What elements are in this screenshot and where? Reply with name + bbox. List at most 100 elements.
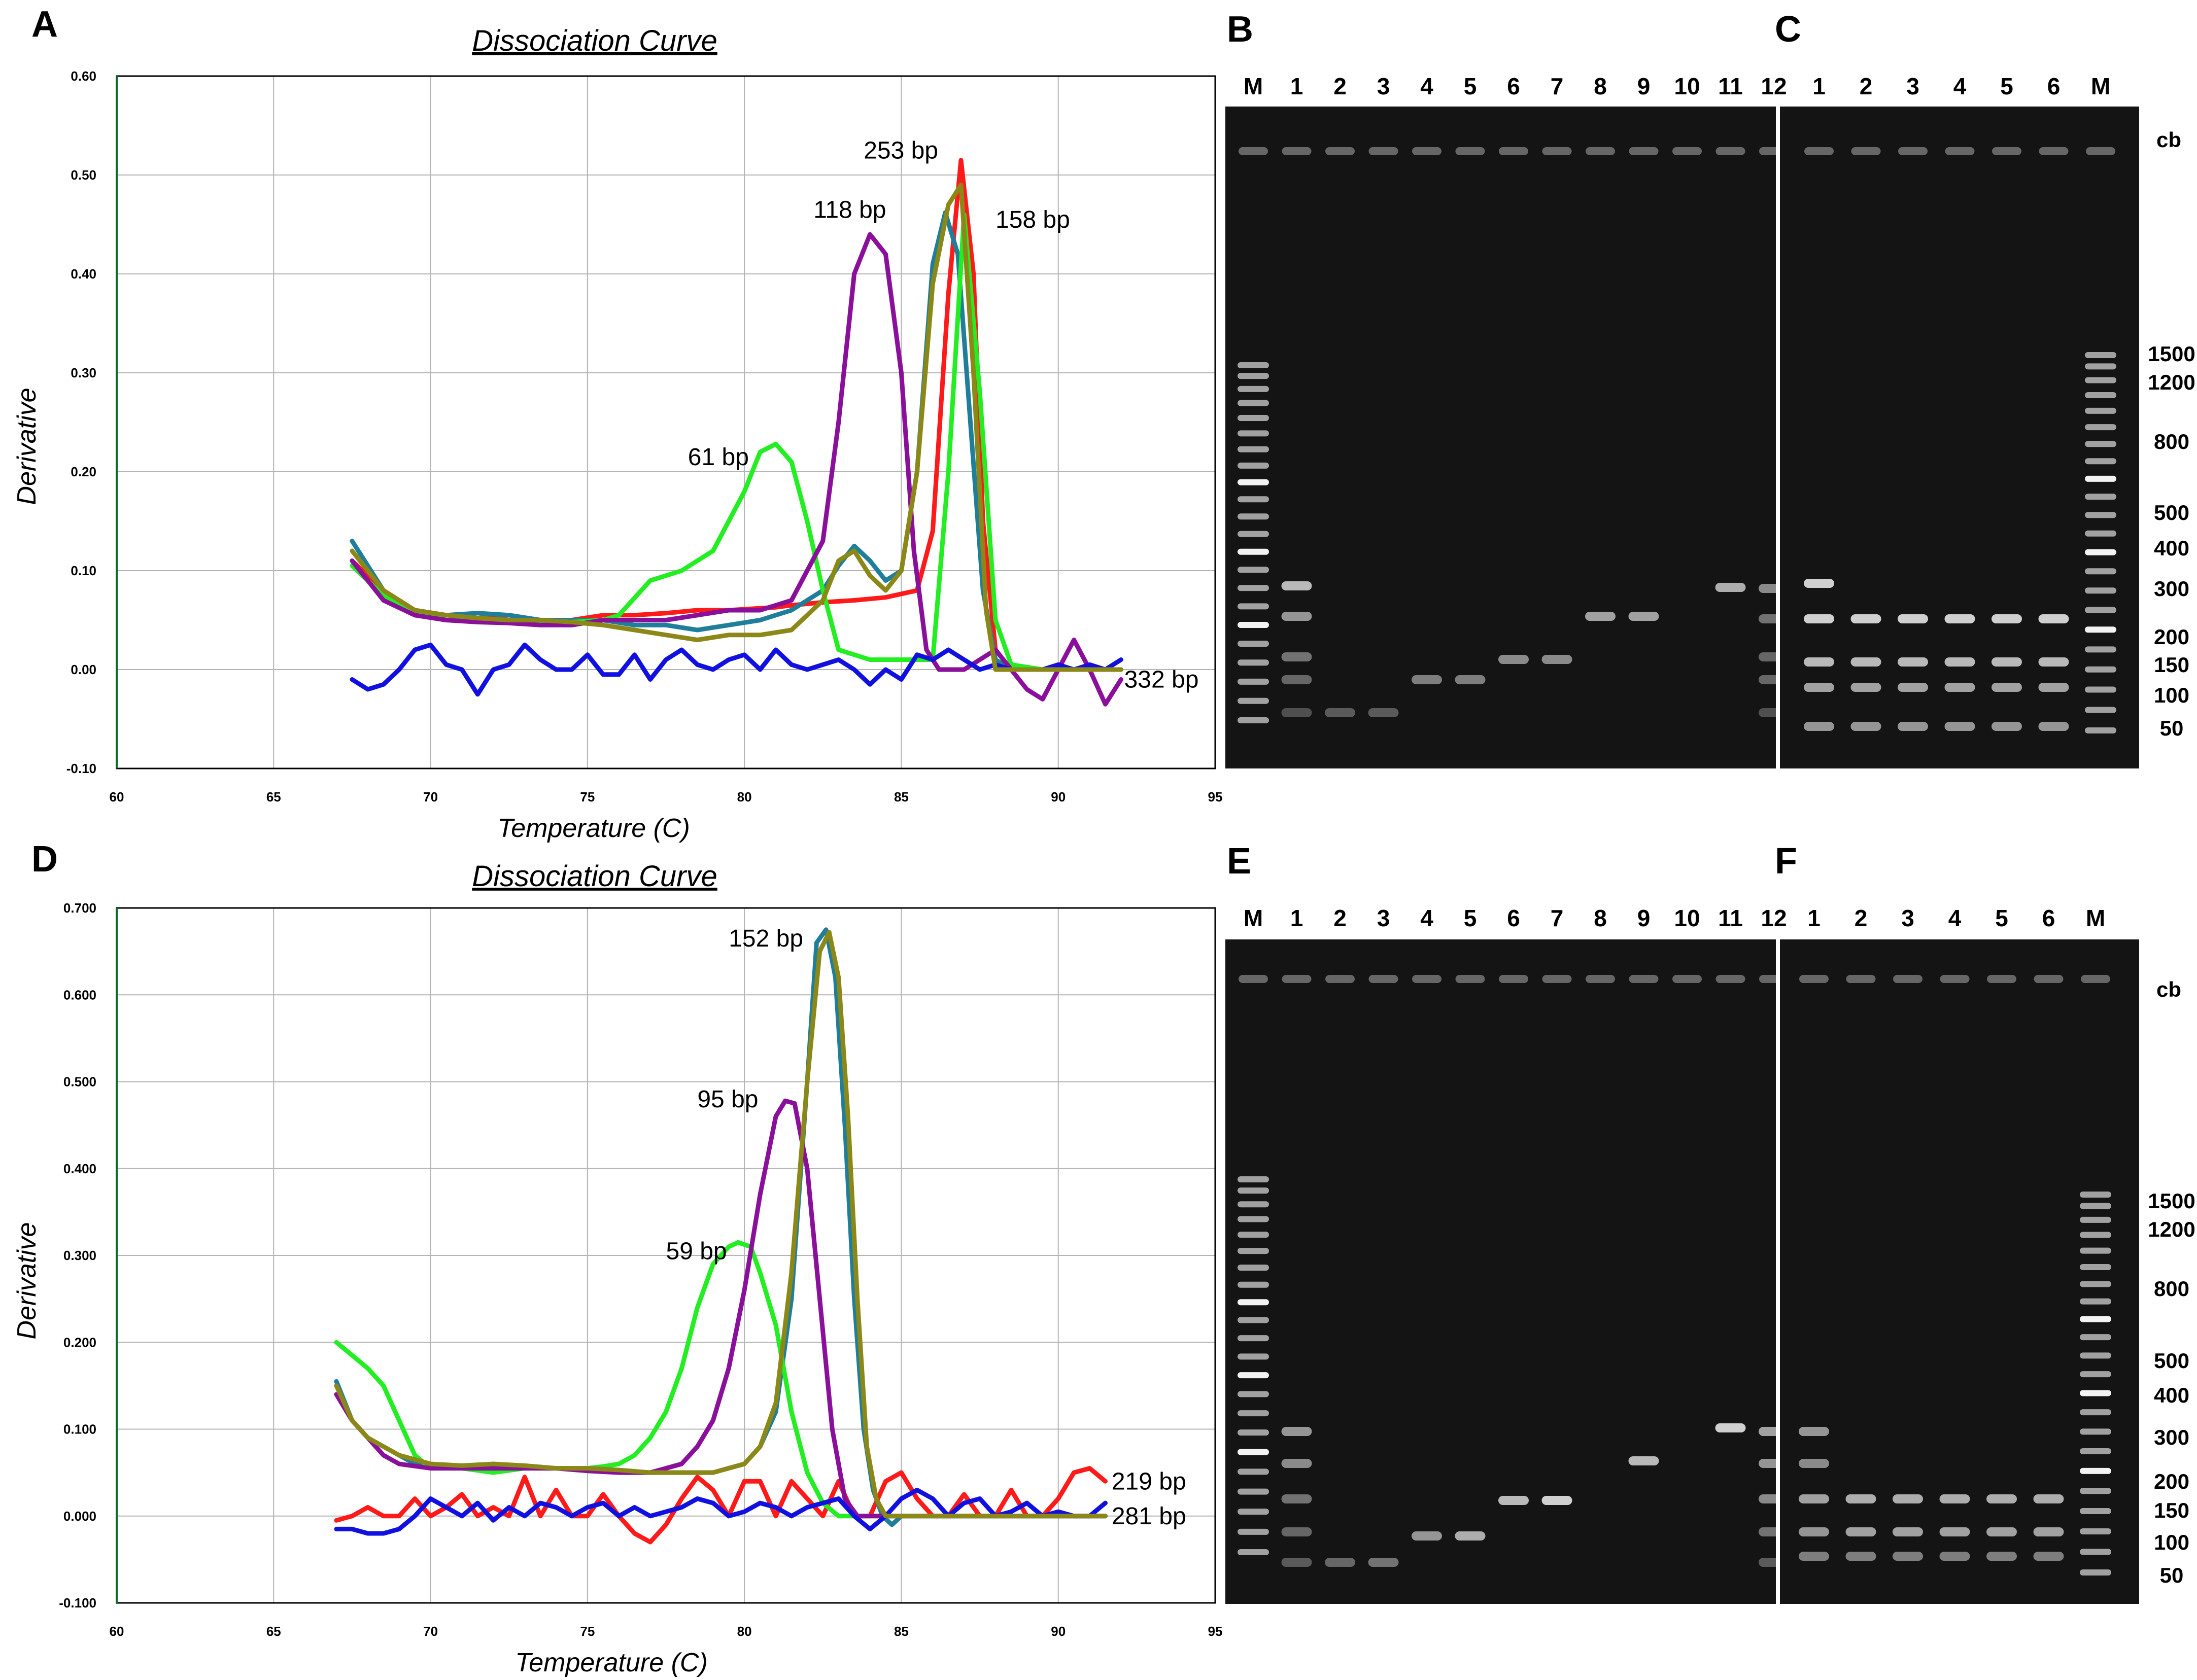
gel-band: [1628, 612, 1659, 621]
gel-band: [1238, 548, 1269, 555]
gel-band: [1239, 147, 1268, 155]
lane-label: 11: [1718, 905, 1743, 931]
gel-band: [1898, 683, 1928, 692]
size-marker-label: 800: [2154, 1277, 2189, 1301]
gel-band: [1499, 147, 1528, 155]
gel-band: [1629, 147, 1659, 155]
gel-band: [1281, 652, 1312, 661]
gel-band: [1281, 675, 1312, 684]
chart-a-ylabel: Derivative: [12, 388, 42, 505]
y-tick-label: 0.700: [63, 900, 96, 916]
y-tick-label: 0.60: [71, 68, 96, 84]
gel-band: [1986, 1494, 2017, 1503]
gel-band: [2085, 686, 2116, 693]
gel-band: [2080, 1569, 2111, 1576]
gel-band: [1893, 975, 1923, 983]
lane-label: 2: [1333, 905, 1347, 931]
gel-band: [1804, 722, 1834, 731]
gel-band: [1238, 1216, 1269, 1222]
y-tick-label: 0.10: [71, 563, 96, 578]
x-tick-label: 70: [423, 789, 438, 804]
gel-band: [2080, 1448, 2111, 1454]
gel-band: [1281, 1558, 1312, 1567]
peak-label: 332 bp: [1124, 667, 1199, 693]
panel-letter-f: F: [1775, 841, 1797, 882]
gel-band: [1239, 975, 1268, 983]
gel-band: [1850, 722, 1881, 731]
gel-band: [2080, 1508, 2111, 1514]
gel-band: [1368, 1558, 1399, 1567]
gel-band: [2085, 666, 2116, 673]
size-marker-label: 50: [2160, 716, 2184, 740]
size-marker-label: 500: [2154, 1349, 2189, 1373]
y-tick-label: 0.00: [71, 662, 96, 677]
lane-label: M: [1244, 905, 1263, 931]
size-marker-label: 300: [2154, 1425, 2189, 1449]
gel-band: [1585, 612, 1616, 621]
gel-band: [1238, 462, 1269, 469]
gel-band: [2038, 657, 2069, 667]
gel-band: [1455, 675, 1486, 684]
gel-band: [1412, 675, 1442, 684]
gel-band: [2085, 363, 2116, 370]
gel-band: [1845, 1494, 1876, 1503]
gel-band: [1238, 1281, 1269, 1288]
gel-band: [1672, 975, 1702, 983]
gel-f-bands: [1799, 975, 2111, 1576]
lane-label: 1: [1807, 905, 1821, 931]
gel-band: [1850, 657, 1881, 667]
lane-label: 10: [1674, 905, 1700, 931]
peak-label: 95 bp: [697, 1086, 758, 1113]
x-tick-label: 90: [1051, 1624, 1066, 1639]
gel-band: [2033, 1552, 2064, 1561]
gel-band: [1799, 1552, 1829, 1561]
panel-letter-c: C: [1775, 9, 1801, 50]
gel-band: [1238, 567, 1269, 573]
gel-band: [1412, 1531, 1442, 1541]
gel-band: [1325, 708, 1355, 717]
size-markers-top: cb 1500 1200 800 500 400 300 200 150 100 50: [2148, 128, 2195, 740]
lane-label: 5: [1464, 73, 1477, 99]
lane-label: 9: [1637, 905, 1651, 931]
gel-band: [1945, 147, 1975, 155]
gel-band: [2080, 1316, 2111, 1322]
gel-band: [1238, 1372, 1269, 1379]
gel-band: [2034, 975, 2064, 983]
x-tick-label: 70: [423, 1624, 438, 1639]
chart-d-title: Dissociation Curve: [472, 860, 717, 893]
gel-band: [1238, 1509, 1269, 1515]
size-marker-label: 50: [2160, 1563, 2184, 1587]
gel-band: [1799, 1427, 1829, 1436]
gel-band: [1238, 496, 1269, 503]
gel-band: [2085, 549, 2116, 555]
gel-band: [2080, 1390, 2111, 1396]
gel-band: [1804, 614, 1834, 623]
gel-band: [2080, 1371, 2111, 1378]
gel-band: [1238, 400, 1269, 406]
gel-band: [1898, 614, 1928, 623]
gel-band: [2080, 1264, 2111, 1271]
gel-band: [2080, 1298, 2111, 1305]
lane-label: 4: [1948, 905, 1962, 931]
x-tick-label: 75: [580, 789, 595, 804]
x-tick-label: 60: [110, 789, 124, 804]
peak-label: 281 bp: [1112, 1503, 1186, 1530]
lane-label: 10: [1674, 73, 1700, 99]
gel-c-lane-labels: 1 2 3 4 5 6 M: [1812, 73, 2110, 99]
gel-e-background: [1225, 939, 1776, 1604]
y-tick-label: 0.600: [63, 987, 96, 1002]
lane-label: 1: [1290, 73, 1303, 99]
lane-label: 6: [1507, 905, 1520, 931]
gel-band: [1238, 362, 1269, 368]
lane-label: 2: [1860, 73, 1873, 99]
gel-band: [1715, 975, 1745, 983]
gel-band: [1499, 975, 1528, 983]
gel-band: [1281, 581, 1312, 590]
gel-band: [1850, 683, 1881, 692]
x-tick-label: 80: [737, 789, 752, 804]
gel-band: [1238, 1488, 1269, 1495]
gel-band: [1282, 147, 1312, 155]
gel-band: [1238, 513, 1269, 520]
y-tick-label: -0.10: [66, 761, 96, 776]
gel-band: [1238, 1335, 1269, 1342]
